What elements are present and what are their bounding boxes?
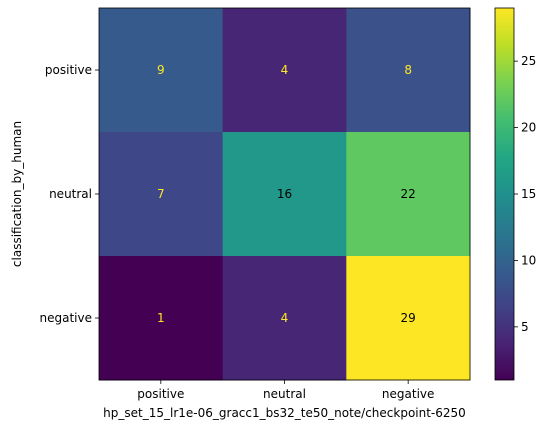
heatmap-cell (222, 256, 347, 381)
colorbar-ticks: 5 10 15 20 25 (514, 54, 536, 334)
cell-value-label: 9 (157, 63, 165, 77)
heatmap-cell (99, 132, 224, 257)
colorbar-tick-label: 10 (521, 253, 536, 267)
colorbar-tick-label: 25 (521, 54, 536, 68)
colorbar-tick-label: 5 (521, 320, 529, 334)
y-axis-ticks: positive neutral negative (40, 63, 99, 325)
y-tick-label: positive (45, 63, 92, 77)
cell-value-label: 4 (281, 63, 289, 77)
cell-value-label: 8 (404, 63, 412, 77)
x-tick-label: neutral (263, 387, 306, 401)
cell-value-label: 7 (157, 187, 165, 201)
colorbar-tick-label: 20 (521, 121, 536, 135)
x-tick-label: negative (382, 387, 434, 401)
x-tick-label: positive (137, 387, 184, 401)
x-axis-ticks: positive neutral negative (137, 380, 434, 401)
cell-value-label: 22 (401, 187, 416, 201)
heatmap-cell (99, 8, 224, 133)
heatmap-cell (346, 256, 471, 381)
y-tick-label: neutral (49, 187, 92, 201)
heatmap-cell (222, 132, 347, 257)
heatmap-cells: 9 4 8 7 16 22 1 4 29 (99, 8, 471, 381)
cell-value-label: 16 (277, 187, 292, 201)
y-tick-label: negative (40, 311, 92, 325)
colorbar-tick-label: 15 (521, 187, 536, 201)
heatmap-cell (222, 8, 347, 133)
heatmap-cell (346, 132, 471, 257)
heatmap-cell (99, 256, 224, 381)
y-axis-label: classification_by_human (10, 121, 24, 267)
heatmap-cell (346, 8, 471, 133)
cell-value-label: 29 (401, 311, 416, 325)
cell-value-label: 1 (157, 311, 165, 325)
cell-value-label: 4 (281, 311, 289, 325)
x-axis-label: hp_set_15_lr1e-06_gracc1_bs32_te50_note/… (103, 406, 466, 420)
colorbar (494, 7, 515, 381)
